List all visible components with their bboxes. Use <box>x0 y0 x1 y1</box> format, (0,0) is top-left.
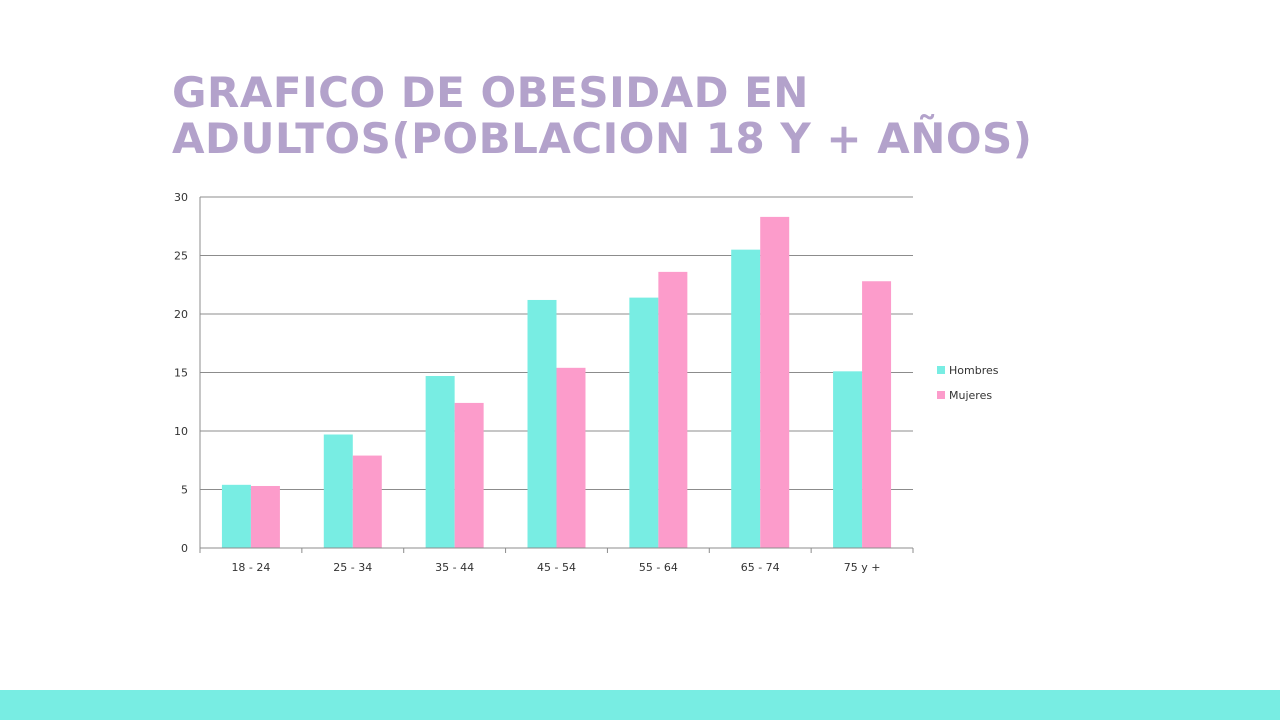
x-tick-label: 25 - 34 <box>333 561 372 574</box>
bar-hombres <box>527 299 557 548</box>
bar-mujeres <box>862 281 892 548</box>
title-line-2: ADULTOS(POBLACION 18 Y + AÑOS) <box>172 114 1033 163</box>
x-tick-label: 55 - 64 <box>639 561 678 574</box>
bar-mujeres <box>658 271 688 548</box>
bar-mujeres <box>352 455 382 548</box>
bar-hombres <box>629 297 659 548</box>
title-line-1: GRAFICO DE OBESIDAD EN <box>172 68 809 117</box>
legend-swatch-mujeres <box>937 391 945 399</box>
y-tick-label: 5 <box>181 484 188 497</box>
y-tick-label: 10 <box>174 425 188 438</box>
x-tick-label: 18 - 24 <box>231 561 270 574</box>
bar-hombres <box>833 371 863 548</box>
bar-mujeres <box>250 485 280 548</box>
bar-mujeres <box>760 216 790 548</box>
bar-chart: 0 5 10 15 20 25 30 18 - 24 25 - 34 35 - 44 45 - 54… <box>174 191 999 574</box>
y-tick-label: 15 <box>174 367 188 380</box>
footer-band <box>0 690 1280 720</box>
bar-hombres <box>425 376 455 548</box>
legend-label-mujeres: Mujeres <box>949 389 992 402</box>
x-tick-label: 65 - 74 <box>741 561 780 574</box>
bar-hombres <box>323 434 353 548</box>
y-tick-label: 0 <box>181 542 188 555</box>
legend-swatch-hombres <box>937 366 945 374</box>
bar-hombres <box>221 484 251 548</box>
y-tick-label: 25 <box>174 250 188 263</box>
x-tick-label: 45 - 54 <box>537 561 576 574</box>
bar-mujeres <box>556 367 586 548</box>
bar-mujeres <box>454 402 484 548</box>
legend-label-hombres: Hombres <box>949 364 999 377</box>
x-tick-label: 35 - 44 <box>435 561 474 574</box>
slide-title: GRAFICO DE OBESIDAD EN ADULTOS(POBLACION… <box>172 70 1072 162</box>
x-tick-label: 75 y + <box>844 561 881 574</box>
bar-hombres <box>731 249 761 548</box>
y-tick-label: 30 <box>174 191 188 204</box>
y-tick-label: 20 <box>174 308 188 321</box>
